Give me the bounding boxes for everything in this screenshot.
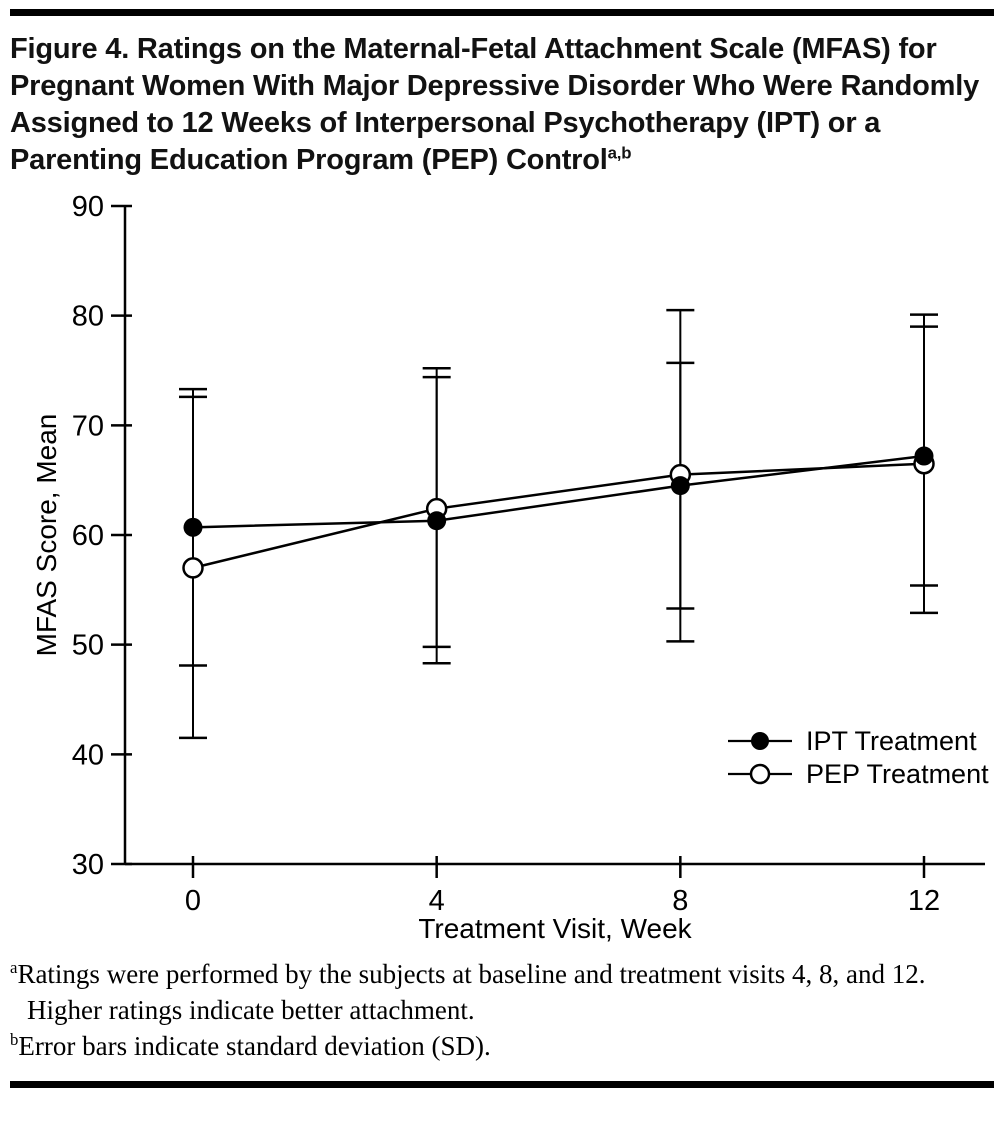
- x-tick-label: 0: [185, 885, 201, 917]
- x-tick-label: 8: [672, 885, 688, 917]
- series-line-ipt-treatment: [192, 455, 925, 530]
- data-point-ipt-treatment: [670, 476, 690, 496]
- footnote-a: aRatings were performed by the subjects …: [10, 957, 994, 1029]
- y-tick-label: 60: [72, 520, 104, 552]
- footnotes: aRatings were performed by the subjects …: [10, 957, 994, 1065]
- figure-title-text: Figure 4. Ratings on the Maternal-Fetal …: [10, 33, 980, 177]
- x-tick-label: 12: [908, 885, 940, 917]
- y-tick-label: 70: [72, 411, 104, 443]
- bottom-rule: [10, 1081, 994, 1089]
- y-tick-label: 50: [72, 630, 104, 662]
- legend-label-pep-treatment: PEP Treatment: [806, 759, 989, 789]
- figure-4: Figure 4. Ratings on the Maternal-Fetal …: [10, 9, 994, 1089]
- footnote-a-text: Ratings were performed by the subjects a…: [17, 959, 926, 1026]
- data-point-ipt-treatment: [183, 518, 203, 538]
- x-axis-title: Treatment Visit, Week: [418, 913, 692, 944]
- legend-marker-pep-treatment: [749, 764, 771, 785]
- footnote-b-text: Error bars indicate standard deviation (…: [18, 1031, 491, 1062]
- chart-area: 30 40 50 60 70 80 90 0 4 8 12 MFAS Score, Mean Treat…: [10, 189, 994, 949]
- legend-label-ipt-treatment: IPT Treatment: [806, 726, 977, 756]
- y-tick-label: 80: [72, 301, 104, 333]
- y-tick-label: 90: [72, 191, 104, 223]
- x-tick-label: 4: [429, 885, 445, 917]
- data-point-ipt-treatment: [914, 446, 934, 466]
- legend-marker-ipt-treatment: [751, 732, 769, 751]
- y-tick-label: 30: [72, 849, 104, 881]
- series-line-pep-treatment: [192, 462, 925, 570]
- y-axis-title: MFAS Score, Mean: [31, 414, 62, 657]
- y-tick-label: 40: [72, 740, 104, 772]
- data-point-pep-treatment: [182, 557, 204, 580]
- figure-title: Figure 4. Ratings on the Maternal-Fetal …: [10, 31, 994, 179]
- footnote-b-marker: b: [10, 1030, 19, 1050]
- figure-title-superscript: a,b: [607, 143, 632, 163]
- footnote-b: bError bars indicate standard deviation …: [10, 1029, 994, 1065]
- footnote-a-marker: a: [10, 958, 18, 978]
- top-rule: [10, 9, 994, 16]
- data-point-ipt-treatment: [427, 511, 447, 531]
- mfas-line-chart: 30 40 50 60 70 80 90 0 4 8 12 MFAS Score, Mean Treat…: [31, 191, 989, 944]
